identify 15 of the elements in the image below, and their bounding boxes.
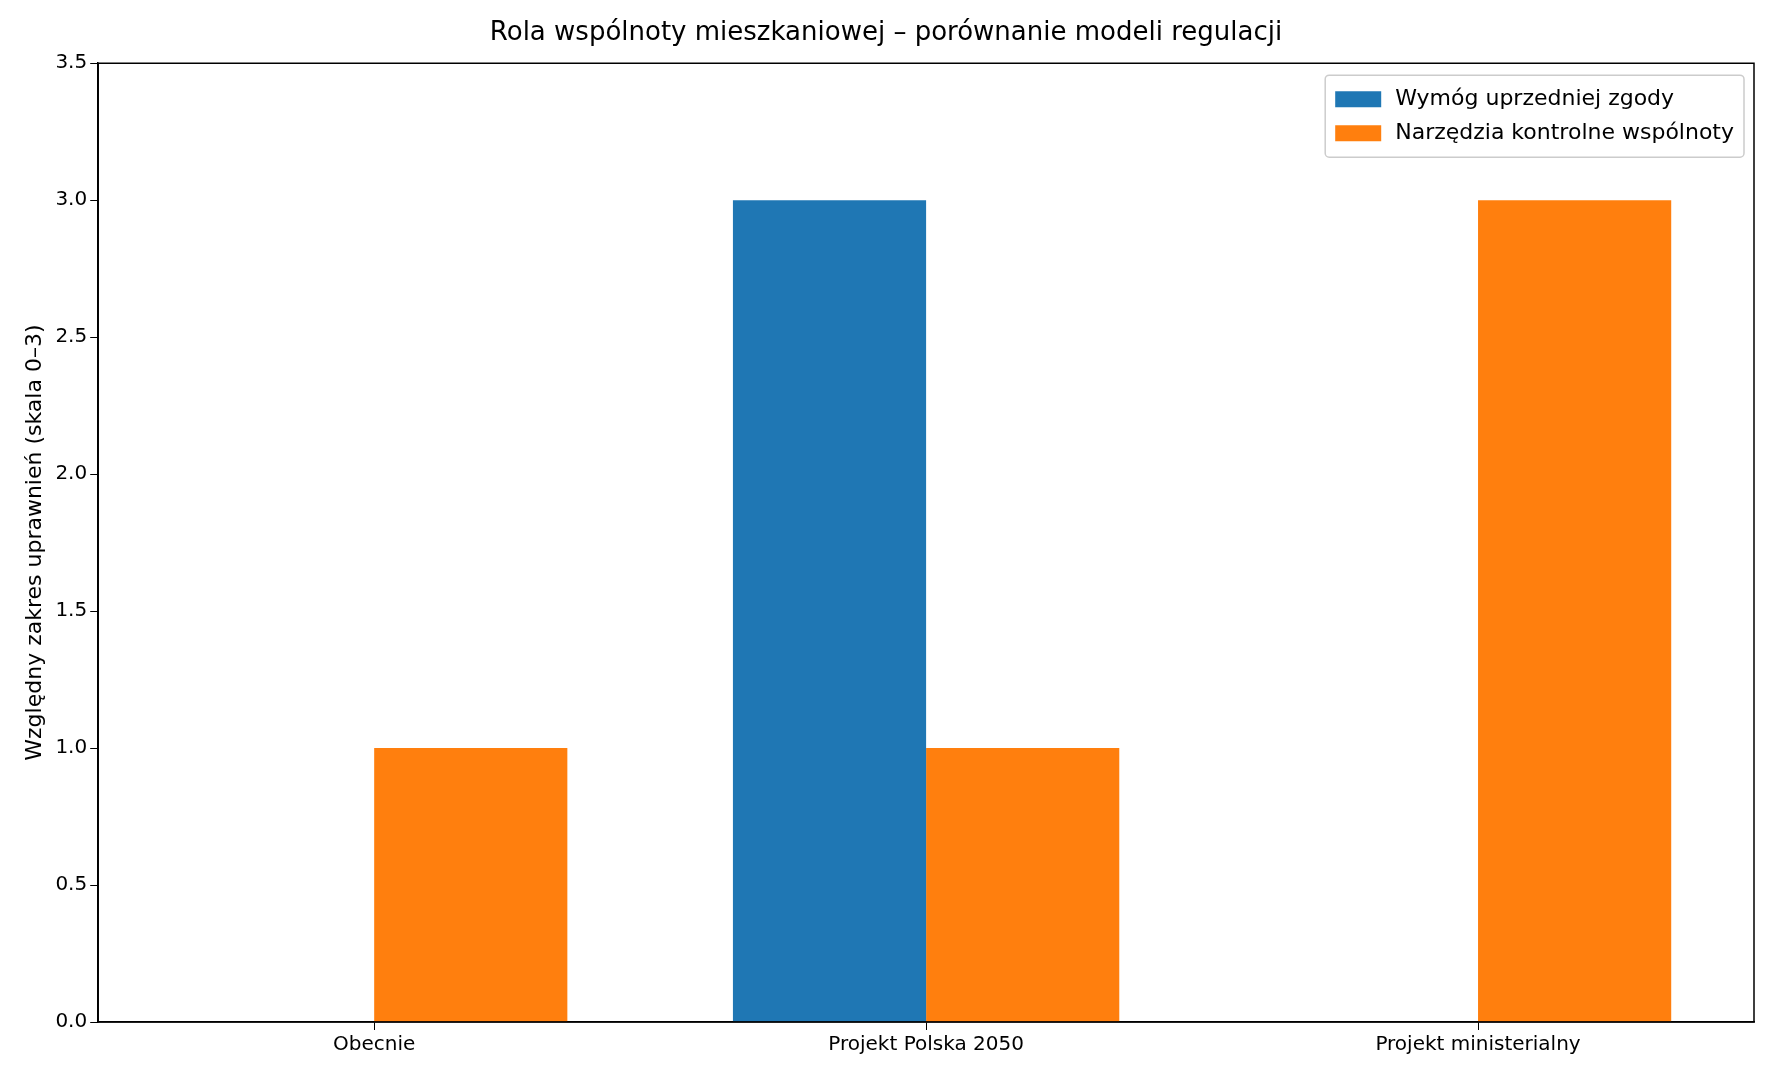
chart-title: Rola wspólnoty mieszkaniowej – porównanie modeli regulacji xyxy=(489,16,1283,47)
y-tick-label: 2.5 xyxy=(55,323,88,348)
y-axis-title: Względny zakres uprawnień (skala 0–3) xyxy=(20,324,46,761)
x-tick-label: Projekt ministerialny xyxy=(1375,1031,1581,1056)
y-tick-label: 3.0 xyxy=(55,186,88,211)
y-tick-label: 0.0 xyxy=(55,1008,88,1033)
y-tick-label: 1.5 xyxy=(55,597,88,622)
x-tick-label: Projekt Polska 2050 xyxy=(828,1031,1024,1056)
y-tick-label: 2.0 xyxy=(55,460,88,485)
legend-label: Narzędzia kontrolne wspólnoty xyxy=(1395,118,1735,144)
y-tick-label: 0.5 xyxy=(55,871,88,896)
x-tick-label: Obecnie xyxy=(333,1031,416,1056)
legend-label: Wymóg uprzedniej zgody xyxy=(1395,84,1675,110)
y-tick-label: 3.5 xyxy=(55,49,88,74)
y-tick-label: 1.0 xyxy=(55,734,88,759)
